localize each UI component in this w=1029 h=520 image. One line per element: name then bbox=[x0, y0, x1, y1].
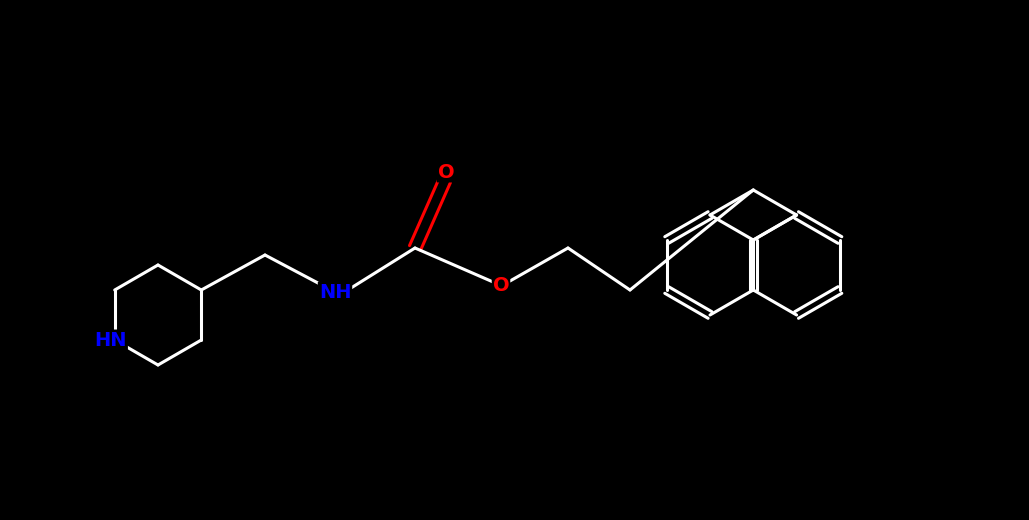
Text: NH: NH bbox=[319, 282, 351, 302]
Text: O: O bbox=[493, 276, 509, 294]
Text: O: O bbox=[437, 163, 455, 181]
Text: HN: HN bbox=[95, 331, 127, 349]
